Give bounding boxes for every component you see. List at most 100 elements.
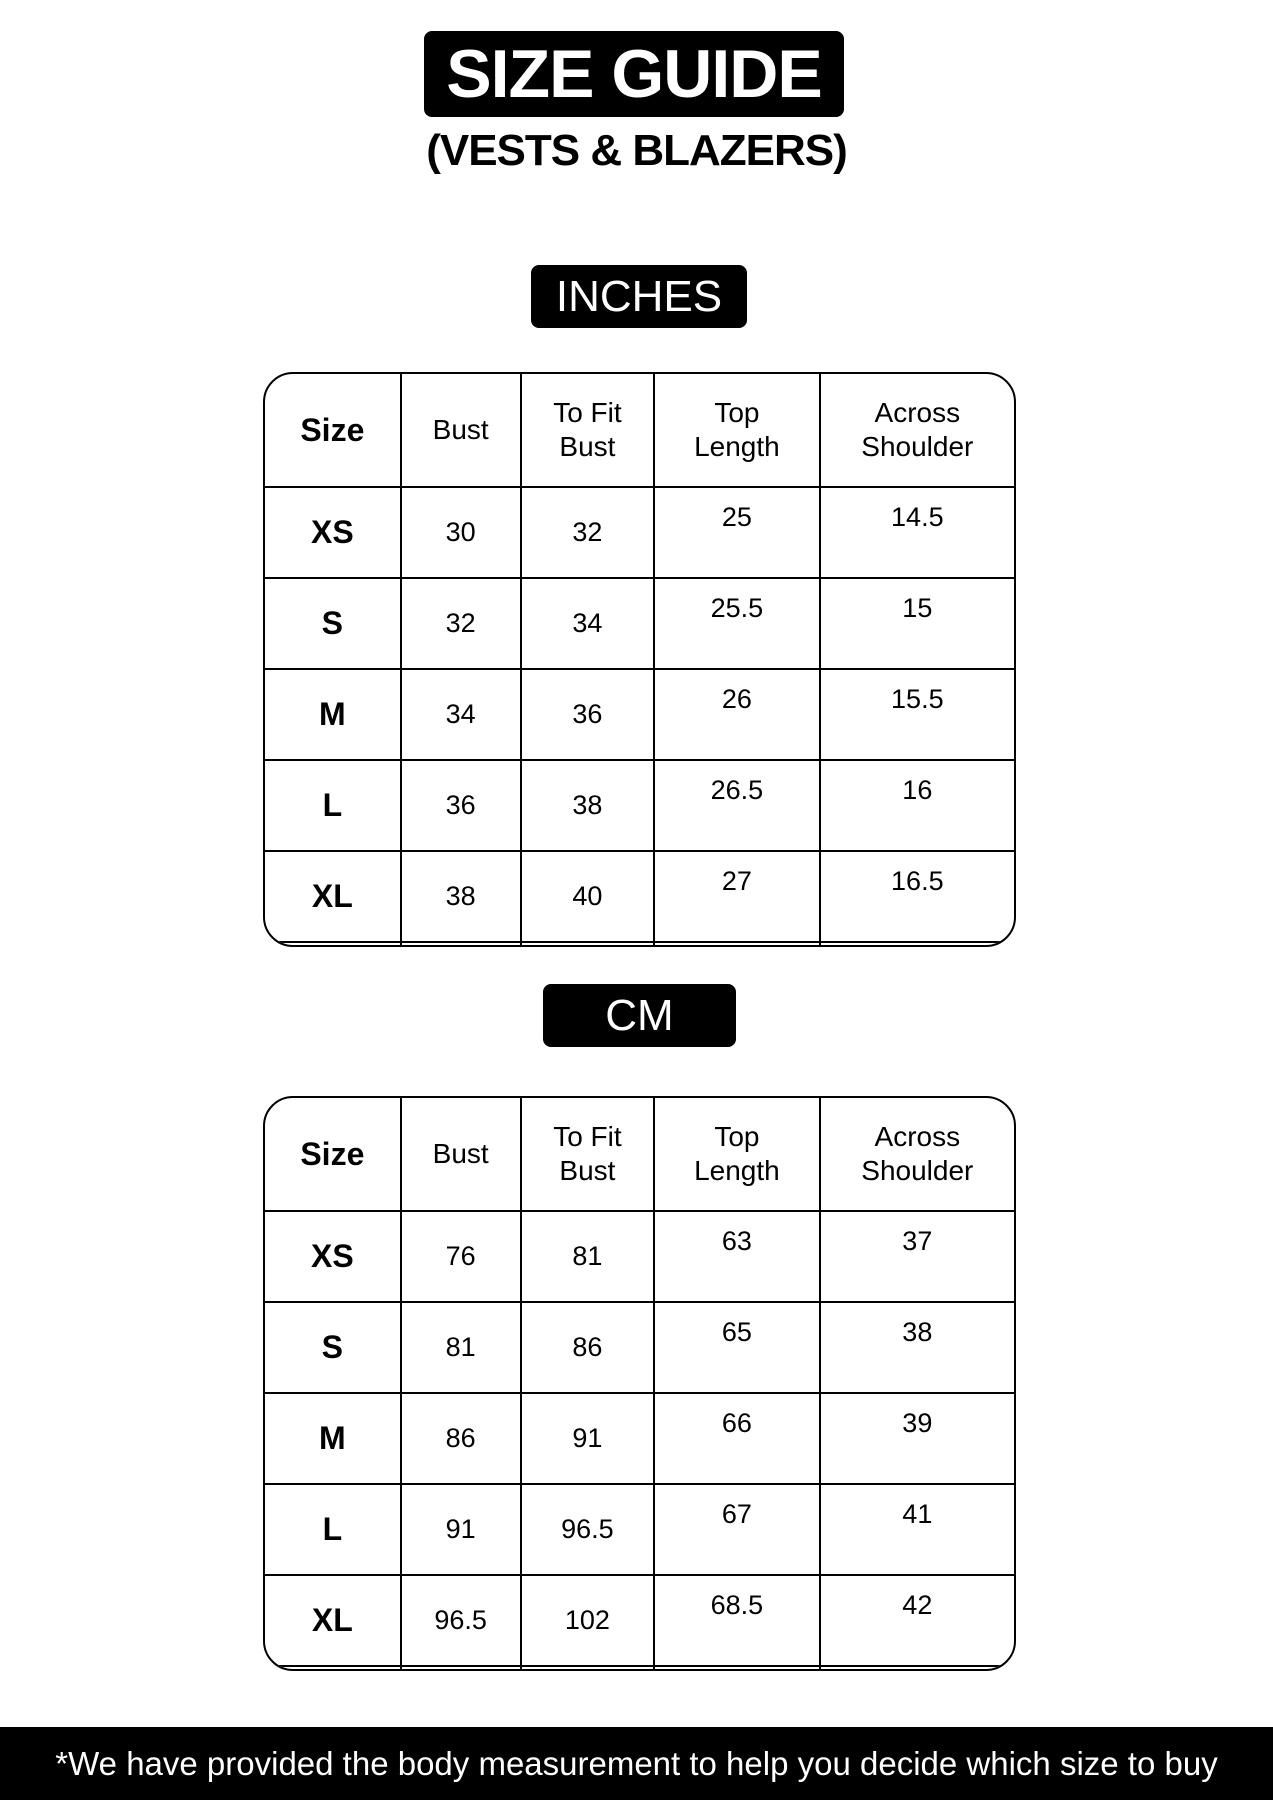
- value-cell: 91: [399, 1483, 522, 1576]
- column-header: To Fit Bust: [519, 1098, 656, 1212]
- size-cell: S: [265, 577, 402, 670]
- value-cell: 36: [519, 668, 656, 761]
- column-header: Across Shoulder: [818, 1098, 1014, 1212]
- column-header-text: Bust: [432, 414, 489, 445]
- value-cell: 86: [519, 1301, 656, 1394]
- value-cell: 14.5: [818, 486, 1014, 579]
- value-cell: 65: [653, 1301, 821, 1394]
- size-cell: M: [265, 1392, 402, 1485]
- value-cell: 41: [818, 1483, 1014, 1576]
- value-cell: 96.5: [399, 1574, 522, 1667]
- value-cell: 42: [818, 1574, 1014, 1667]
- value-cell: 15: [818, 577, 1014, 670]
- value-cell: 107: [519, 1665, 656, 1669]
- column-header: Size: [265, 1098, 402, 1212]
- column-header-text: Bust: [559, 1155, 616, 1186]
- table-row: S 32 34 25.5 15: [265, 577, 1014, 670]
- value-cell: 36: [399, 759, 522, 852]
- column-header: Top Length: [653, 374, 821, 488]
- value-cell: 17: [818, 941, 1014, 945]
- column-header-text: To Fit: [553, 1121, 622, 1152]
- table-row: L 91 96.5 67 41: [265, 1483, 1014, 1576]
- page-subtitle: (VESTS & BLAZERS): [426, 126, 848, 175]
- column-header: Bust: [399, 374, 522, 488]
- column-header-text: Bust: [432, 1138, 489, 1169]
- value-cell: 32: [399, 577, 522, 670]
- column-header-text: Shoulder: [861, 1155, 974, 1186]
- inches-label: INCHES: [531, 265, 747, 328]
- column-header: Across Shoulder: [818, 374, 1014, 488]
- column-header-text: Across: [874, 1121, 961, 1152]
- column-header: Top Length: [653, 1098, 821, 1212]
- column-header-text: Size: [300, 412, 365, 448]
- column-header-text: Top: [714, 397, 760, 428]
- table-row: XL 38 40 27 16.5: [265, 850, 1014, 943]
- value-cell: 42: [519, 941, 656, 945]
- size-cell: L: [265, 1483, 402, 1576]
- table-row: L 36 38 26.5 16: [265, 759, 1014, 852]
- table-row: XS 76 81 63 37: [265, 1210, 1014, 1303]
- size-cell: L: [265, 759, 402, 852]
- inches-table: Size Bust To Fit Bust Top Length Across Shoulde…: [263, 372, 1016, 947]
- column-header-text: Top: [714, 1121, 760, 1152]
- value-cell: 40: [399, 941, 522, 945]
- size-cell: M: [265, 668, 402, 761]
- value-cell: 27: [653, 850, 821, 943]
- value-cell: 66: [653, 1392, 821, 1485]
- value-cell: 26.5: [653, 759, 821, 852]
- column-header-text: Size: [300, 1136, 365, 1172]
- column-header: Bust: [399, 1098, 522, 1212]
- size-cell: S: [265, 1301, 402, 1394]
- value-cell: 67: [653, 1483, 821, 1576]
- value-cell: 16.5: [818, 850, 1014, 943]
- value-cell: 63: [653, 1210, 821, 1303]
- value-cell: 96.5: [519, 1483, 656, 1576]
- value-cell: 68.5: [653, 1574, 821, 1667]
- cm-table: Size Bust To Fit Bust Top Length Across Shoulde…: [263, 1096, 1016, 1671]
- value-cell: 86: [399, 1392, 522, 1485]
- header-row: Size Bust To Fit Bust Top Length Across Shoulde…: [265, 1098, 1014, 1212]
- table-row: M 86 91 66 39: [265, 1392, 1014, 1485]
- value-cell: 15.5: [818, 668, 1014, 761]
- value-cell: 81: [519, 1210, 656, 1303]
- column-header-text: Length: [694, 431, 780, 462]
- value-cell: 91: [519, 1392, 656, 1485]
- column-header-text: Bust: [559, 431, 616, 462]
- value-cell: 38: [399, 850, 522, 943]
- value-cell: 43: [818, 1665, 1014, 1669]
- value-cell: 26: [653, 668, 821, 761]
- value-cell: 38: [818, 1301, 1014, 1394]
- page-title: SIZE GUIDE: [424, 31, 844, 117]
- value-cell: 16: [818, 759, 1014, 852]
- table-row: M 34 36 26 15.5: [265, 668, 1014, 761]
- table-row: XXL1021077043: [265, 1665, 1014, 1669]
- footer-note: *We have provided the body measurement t…: [0, 1727, 1273, 1800]
- value-cell: 76: [399, 1210, 522, 1303]
- column-header-text: Length: [694, 1155, 780, 1186]
- column-header-text: Shoulder: [861, 431, 974, 462]
- column-header-text: Across: [874, 397, 961, 428]
- value-cell: 70: [653, 1665, 821, 1669]
- value-cell: 25.5: [653, 577, 821, 670]
- value-cell: 32: [519, 486, 656, 579]
- value-cell: 27.5: [653, 941, 821, 945]
- size-cell: XXL: [265, 941, 402, 945]
- value-cell: 102: [399, 1665, 522, 1669]
- value-cell: 30: [399, 486, 522, 579]
- table-row: XL 96.5 102 68.5 42: [265, 1574, 1014, 1667]
- value-cell: 34: [519, 577, 656, 670]
- value-cell: 37: [818, 1210, 1014, 1303]
- table-row: S 81 86 65 38: [265, 1301, 1014, 1394]
- size-cell: XS: [265, 1210, 402, 1303]
- value-cell: 34: [399, 668, 522, 761]
- size-cell: XS: [265, 486, 402, 579]
- value-cell: 81: [399, 1301, 522, 1394]
- value-cell: 39: [818, 1392, 1014, 1485]
- value-cell: 25: [653, 486, 821, 579]
- column-header: Size: [265, 374, 402, 488]
- value-cell: 102: [519, 1574, 656, 1667]
- column-header: To Fit Bust: [519, 374, 656, 488]
- size-cell: XXL: [265, 1665, 402, 1669]
- table-row: XXL404227.517: [265, 941, 1014, 945]
- value-cell: 40: [519, 850, 656, 943]
